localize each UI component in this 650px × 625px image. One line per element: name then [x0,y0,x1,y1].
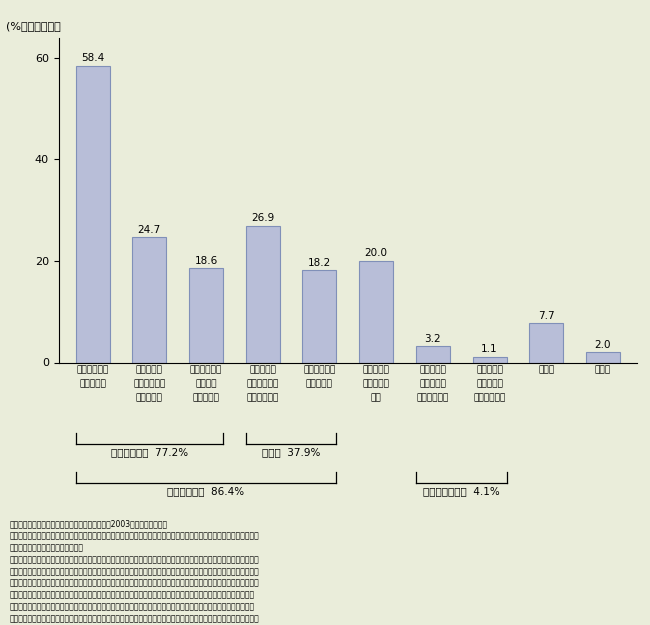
Text: 2.0: 2.0 [595,340,611,350]
Text: 非パラサイト型  4.1%: 非パラサイト型 4.1% [422,486,500,496]
Text: 58.4: 58.4 [81,53,104,63]
Text: 18.2: 18.2 [307,258,331,268]
Bar [473,357,506,362]
Text: 18.6: 18.6 [194,256,218,266]
Text: 感じるから: 感じるから [306,379,333,389]
Text: 1.1: 1.1 [481,344,498,354]
Text: 親と一緒に: 親と一緒に [363,366,389,374]
Text: 26.9: 26.9 [251,213,274,223]
Text: 余裕ができ: 余裕ができ [249,366,276,374]
Text: りの世話を: りの世話を [476,379,503,389]
Text: 24.7: 24.7 [138,224,161,234]
Bar [132,237,166,362]
Text: していく: していく [195,379,216,389]
Text: 無回答: 無回答 [595,366,611,374]
Text: 手伝うまた: 手伝うまた [419,379,447,389]
Text: は引き継いだ: は引き継いだ [417,394,449,402]
Text: やむを得ず型  77.2%: やむを得ず型 77.2% [111,447,188,457]
Bar [529,323,564,362]
Text: るから好きな: るから好きな [246,379,279,389]
Bar [302,270,337,362]
Text: （備考）１．内閣府「若年層の意識実態調査」（2003年）により作成。
　　　　２．親と同居している未婚者に対して、「親と同居している理由を教えてください。」とい: （備考）１．内閣府「若年層の意識実態調査」（2003年）により作成。 ２．親と同… [10,520,259,625]
Bar [586,352,620,362]
Text: 7.7: 7.7 [538,311,554,321]
Bar [359,261,393,362]
Text: 親の仕事を: 親の仕事を [419,366,447,374]
Text: から: から [370,394,382,402]
Text: 必要がある: 必要がある [136,394,162,402]
Bar [246,226,280,362]
Text: 3.2: 3.2 [424,334,441,344]
Text: かかるから: かかるから [79,379,106,389]
Text: お金を貯める: お金を貯める [133,379,165,389]
Text: 20.0: 20.0 [365,248,387,258]
Text: 自信がない: 自信がない [192,394,220,402]
Text: しているから: しているから [473,394,506,402]
Text: 別居に費用が: 別居に費用が [77,366,109,374]
Bar [75,66,110,362]
Text: 積極型  37.9%: 積極型 37.9% [262,447,320,457]
Text: 家事が負担に: 家事が負担に [304,366,335,374]
Text: 独立して生活: 独立して生活 [190,366,222,374]
Text: その他: その他 [538,366,554,374]
Text: (%：複数回答）: (%：複数回答） [6,21,61,31]
Bar [416,346,450,362]
Text: 独立の為に: 独立の為に [136,366,162,374]
Text: パラサイト型  86.4%: パラサイト型 86.4% [168,486,244,496]
Bar [189,268,223,362]
Text: 親の身の回: 親の身の回 [476,366,503,374]
Text: ことができる: ことができる [246,394,279,402]
Text: 暮らしたい: 暮らしたい [363,379,389,389]
